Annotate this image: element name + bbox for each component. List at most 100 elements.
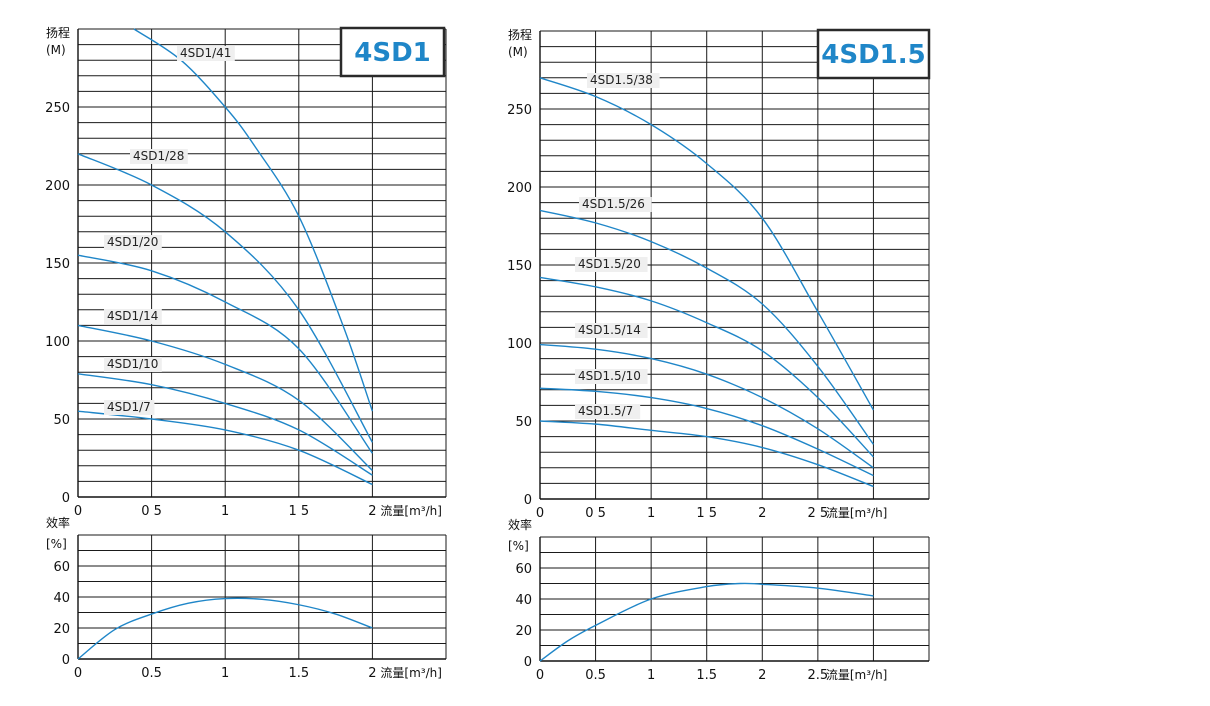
series-label: 4SD1.5/14 [578, 323, 641, 337]
x-axis-title: 流量[m³/h] [380, 666, 442, 680]
model-badge-label: 4SD1 [354, 38, 431, 68]
series-label-bg [104, 235, 162, 250]
series-label-bg [104, 309, 162, 324]
series-curve [539, 209, 874, 445]
y-tick-label: 50 [515, 415, 532, 430]
x-tick-label: 1.5 [288, 666, 309, 681]
y-tick-label: 40 [515, 593, 532, 608]
y-axis-unit: [%] [46, 537, 67, 551]
y-axis-title: 效率 [46, 515, 70, 530]
panel-4sd1-head-plot: 0 50 100 150 200 250 0 0 5 1 1 5 2 流量[m³/h] 扬程 (M) 4SD… [45, 25, 447, 519]
series-curve [77, 324, 373, 471]
series-label: 4SD1/10 [107, 357, 158, 371]
x-tick-label: 2 5 [808, 506, 829, 521]
x-axis-title: 流量[m³/h] [380, 504, 442, 518]
y-tick-label: 40 [53, 591, 70, 606]
y-tick-label: 20 [515, 624, 532, 639]
x-tick-label: 1 [647, 506, 655, 521]
y-tick-label: 60 [515, 562, 532, 577]
x-tick-label: 0 [74, 504, 82, 519]
x-axis-title: 流量[m³/h] [826, 668, 888, 682]
y-tick-label: 100 [507, 337, 532, 352]
y-tick-label: 100 [45, 335, 70, 350]
model-badge: 4SD1.5 [816, 28, 931, 80]
y-axis-unit: [%] [508, 539, 529, 553]
x-tick-label: 0 5 [141, 504, 162, 519]
series-label-bg [104, 400, 155, 415]
y-tick-label: 200 [507, 181, 532, 196]
x-tick-label: 2 [368, 504, 376, 519]
panel-4sd15-head-plot: 0 50 100 150 200 250 0 0 5 1 1 5 2 2 5流量[m³/h] 扬程 (M)… [507, 27, 930, 521]
series-curve [77, 153, 374, 443]
series-label-bg [177, 46, 235, 61]
y-axis-title: 扬程 [508, 27, 532, 42]
series-label: 4SD1/7 [107, 400, 151, 414]
series-label: 4SD1/20 [107, 235, 158, 249]
x-tick-label: 2 [368, 666, 376, 681]
y-tick-label: 250 [507, 103, 532, 118]
series-label-bg [587, 73, 660, 88]
series-label-bg [104, 357, 162, 372]
x-tick-label: 0.5 [141, 666, 162, 681]
y-axis-unit: (M) [46, 43, 66, 57]
x-tick-label: 1 [221, 504, 229, 519]
y-tick-label: 60 [53, 560, 70, 575]
series-label-bg [579, 197, 652, 212]
y-axis-title: 效率 [508, 517, 532, 532]
series-label: 4SD1.5/26 [582, 197, 645, 211]
x-tick-label: 2 [758, 668, 766, 683]
x-tick-label: 1 [221, 666, 229, 681]
series-curve [133, 28, 374, 412]
series-label: 4SD1.5/20 [578, 257, 641, 271]
series-label: 4SD1.5/38 [590, 73, 653, 87]
series-curve [539, 276, 874, 458]
model-badge-box [339, 26, 446, 78]
y-tick-label: 200 [45, 179, 70, 194]
y-tick-label: 150 [507, 259, 532, 274]
x-tick-label: 2 [758, 506, 766, 521]
y-tick-label: 150 [45, 257, 70, 272]
y-tick-label: 0 [524, 493, 532, 508]
x-tick-label: 0 [536, 506, 544, 521]
series-curve [77, 373, 373, 476]
series-label: 4SD1.5/7 [578, 404, 633, 418]
series-label: 4SD1/28 [133, 149, 184, 163]
model-badge: 4SD1 [339, 26, 446, 78]
x-tick-label: 1 [647, 668, 655, 683]
panel-4sd15-efficiency-plot: 0 20 40 60 0 0.5 1 1.5 2 2.5流量[m³/h] 效率 [%] [508, 517, 930, 683]
y-tick-label: 0 [62, 653, 70, 668]
series-label: 4SD1/14 [107, 309, 158, 323]
series-label-bg [575, 323, 648, 338]
y-axis-title: 扬程 [46, 25, 70, 40]
x-tick-label: 1 5 [288, 504, 309, 519]
series-curve [539, 77, 875, 411]
y-axis-unit: (M) [508, 45, 528, 59]
x-axis-title: 流量[m³/h] [826, 506, 888, 520]
y-tick-label: 250 [45, 101, 70, 116]
y-tick-label: 0 [62, 491, 70, 506]
y-tick-label: 50 [53, 413, 70, 428]
series-label-bg [575, 257, 648, 272]
y-tick-label: 20 [53, 622, 70, 637]
model-badge-label: 4SD1.5 [821, 40, 925, 70]
series-curve [77, 254, 373, 454]
series-curve [539, 582, 874, 662]
series-curve [539, 387, 874, 477]
x-tick-label: 2.5 [808, 668, 829, 683]
x-tick-label: 1 5 [696, 506, 717, 521]
series-label-bg [130, 149, 188, 164]
series-label: 4SD1.5/10 [578, 369, 641, 383]
panel-4sd1-efficiency-plot: 0 20 40 60 0 0.5 1 1.5 2 流量[m³/h] 效率 [%] [46, 515, 447, 681]
x-tick-label: 0.5 [585, 668, 606, 683]
x-tick-label: 0 5 [585, 506, 606, 521]
series-curve [539, 343, 874, 469]
series-curve [77, 410, 373, 486]
series-label: 4SD1/41 [180, 46, 231, 60]
series-label-bg [575, 369, 648, 384]
x-tick-label: 0 [536, 668, 544, 683]
x-tick-label: 0 [74, 666, 82, 681]
series-label-bg [575, 404, 641, 419]
model-badge-box [816, 28, 931, 80]
